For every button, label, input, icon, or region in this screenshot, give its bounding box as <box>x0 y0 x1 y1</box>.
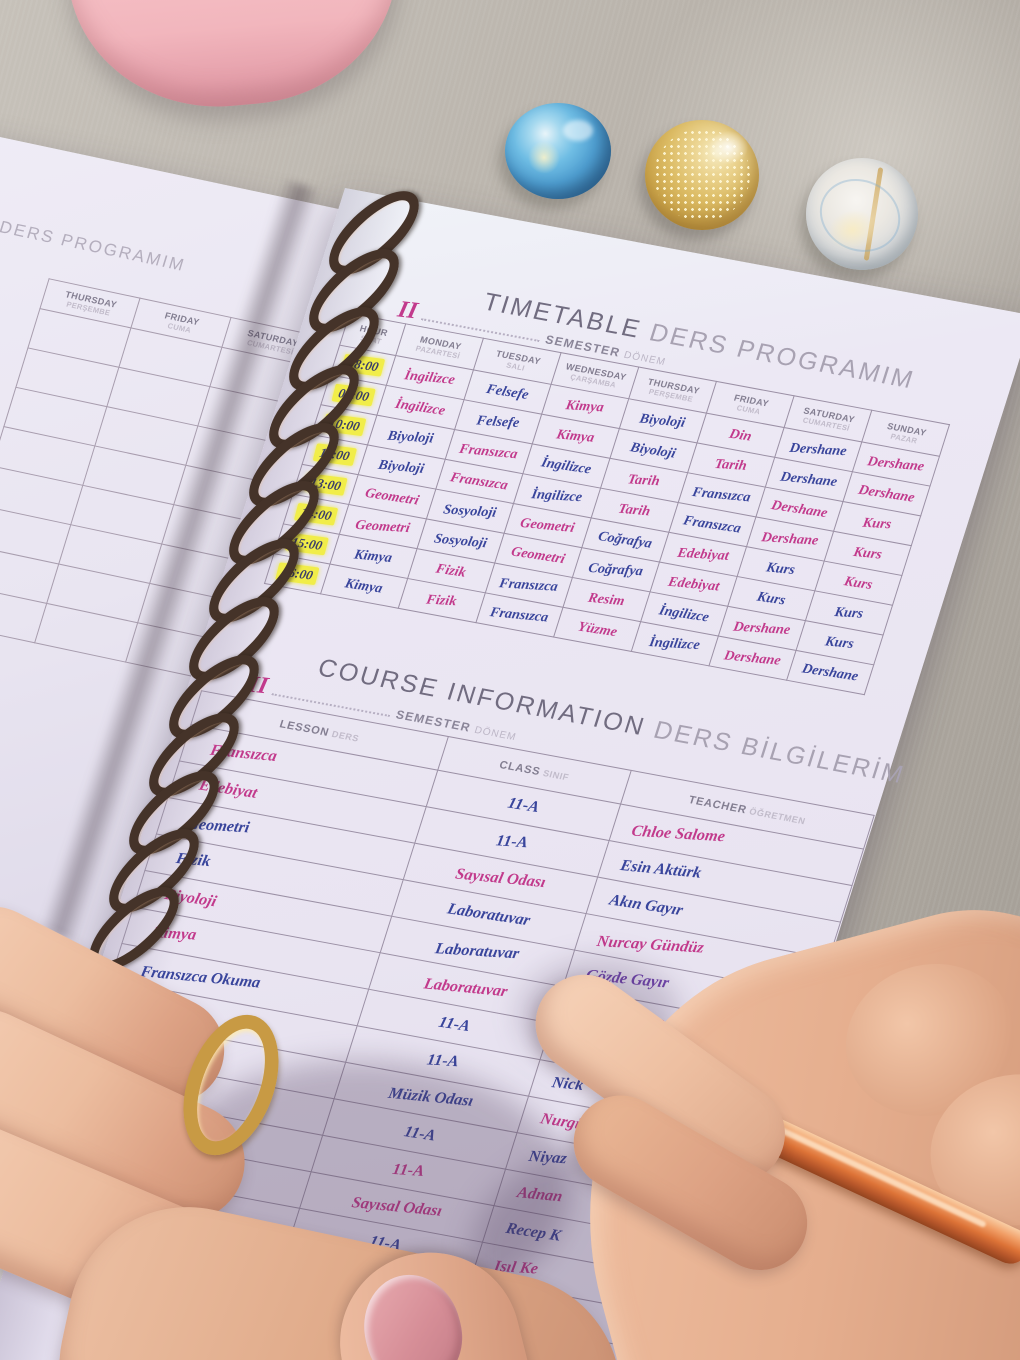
handwriting-entry: Dershane <box>800 661 860 685</box>
handwriting-entry: Laboratuvar <box>445 900 533 929</box>
handwriting-entry: Geometri <box>354 518 412 537</box>
handwriting-entry: Dershane <box>865 454 926 475</box>
handwriting-entry: 11-A <box>494 832 530 851</box>
column-header-sublabel: ÖĞRETMEN <box>745 805 807 827</box>
handwriting-entry: Sosyoloji <box>432 531 489 552</box>
handwriting-entry: İngilizce <box>539 455 594 478</box>
handwriting-entry: Dershane <box>778 469 839 490</box>
handwriting-entry: Geometri <box>518 516 577 536</box>
handwriting-entry: Coğrafya <box>587 561 645 580</box>
handwriting-entry: Tarih <box>713 457 749 474</box>
handwriting-entry: Tarih <box>617 501 652 520</box>
handwriting-entry: Akın Gayır <box>607 891 685 919</box>
handwriting-entry: Edebiyat <box>666 574 721 595</box>
handwriting-entry: Kimya <box>564 398 606 416</box>
handwriting-entry: Kurs <box>823 634 856 652</box>
column-header-label: TEACHER <box>686 794 749 817</box>
handwriting-entry: Biyoloji <box>377 457 426 477</box>
handwriting-entry: Tarih <box>626 472 662 490</box>
handwriting-entry: Edebiyat <box>675 545 730 564</box>
handwriting-entry: İngilizce <box>393 396 448 419</box>
handwriting-entry: Coğrafya <box>596 529 654 552</box>
handwriting-entry: Fransızca <box>498 576 560 595</box>
semester-value-handwriting: II <box>395 296 421 325</box>
handwriting-entry: Biyoloji <box>386 428 436 447</box>
handwriting-entry: İngilizce <box>648 635 702 654</box>
handwriting-entry: Dershane <box>788 440 848 460</box>
handwriting-entry: Felsefe <box>475 413 521 431</box>
column-header-label: LESSON <box>277 718 331 739</box>
handwriting-entry: Laboratuvar <box>422 975 510 1000</box>
handwriting-entry: 11-A <box>505 794 542 816</box>
handwriting-entry: Dershane <box>769 498 830 522</box>
handwriting-entry: Biyoloji <box>628 440 678 462</box>
handwriting-entry: Kimya <box>555 427 597 446</box>
handwriting-entry: Dershane <box>760 530 820 549</box>
column-header-label: CLASS <box>497 759 542 779</box>
handwriting-entry: Fransızca <box>488 605 550 626</box>
handwriting-entry: Biyoloji <box>638 411 688 431</box>
handwriting-entry: Kimya <box>352 547 394 566</box>
left-page-title: TIMETABLE DERS PROGRAMIM <box>0 217 189 275</box>
handwriting-entry: Kimya <box>343 576 385 597</box>
handwriting-entry: Kurs <box>842 574 875 593</box>
pink-mug: YOU CAN BELIEVE IN YOURSELF <box>65 0 409 120</box>
handwriting-entry: Dershane <box>856 482 917 506</box>
handwriting-entry: Kurs <box>764 560 797 578</box>
handwriting-entry: Sosyoloji <box>442 502 498 521</box>
handwriting-entry: Nurcay Gündüz <box>595 932 706 956</box>
handwriting-entry: Chloe Salome <box>630 822 727 845</box>
handwriting-entry: Kurs <box>833 605 865 622</box>
handwriting-entry: Fizik <box>434 561 468 581</box>
handwriting-entry: Fransızca <box>681 513 743 537</box>
handwriting-entry: 11-A <box>436 1013 473 1035</box>
handwriting-entry: Esin Aktürk <box>618 856 703 882</box>
handwriting-entry: Fransızca <box>691 485 753 506</box>
handwriting-entry: Yüzme <box>575 619 619 640</box>
handwriting-entry: Din <box>727 426 754 445</box>
handwriting-entry: Resim <box>586 590 626 610</box>
handwriting-entry: Dershane <box>731 619 792 638</box>
handwriting-entry: Geometri <box>509 544 567 568</box>
blue-glass-stone <box>505 103 611 199</box>
pink-thumbnail <box>352 1264 473 1360</box>
handwriting-entry: Kurs <box>851 545 884 563</box>
handwriting-entry: Dershane <box>722 648 783 669</box>
opal-glass-stone <box>806 158 918 270</box>
handwriting-entry: İngilizce <box>657 603 711 626</box>
handwriting-entry: Kurs <box>755 589 788 609</box>
opal-streak <box>808 166 913 266</box>
handwriting-entry: İngilizce <box>530 487 584 506</box>
handwriting-entry: Fizik <box>425 592 458 610</box>
gold-glass-stone <box>645 120 759 230</box>
handwriting-entry: Kurs <box>861 515 893 533</box>
column-header-sublabel: SINIF <box>538 767 571 783</box>
handwriting-entry: Geometri <box>363 486 421 509</box>
handwriting-entry: Felsefe <box>484 382 531 403</box>
handwriting-entry: İngilizce <box>403 368 457 388</box>
column-header-sublabel: DERS <box>327 728 361 744</box>
handwriting-entry: Laboratuvar <box>434 939 521 962</box>
handwriting-entry: Fransızca <box>457 441 520 463</box>
handwriting-entry: Sayısal Odası <box>453 865 548 891</box>
handwriting-entry: Fransızca <box>448 470 510 494</box>
